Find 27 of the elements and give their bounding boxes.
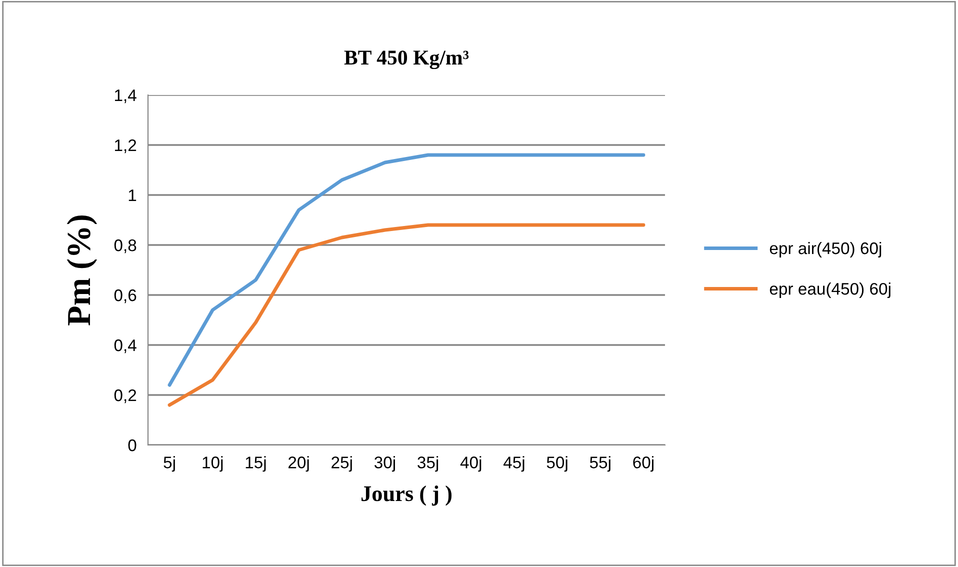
y-tick-label: 1,2 [114,139,136,154]
y-tick-label: 0,2 [114,389,136,404]
y-tick-label: 0 [128,439,136,452]
chart-title: BT 450 Kg/m³ [344,50,469,70]
y-tick-label: 0,6 [114,289,136,304]
x-tick-label: 5j [164,456,175,472]
x-tick-label: 30j [374,456,395,472]
legend-label: epr air(450) 60j [770,242,882,258]
x-tick-label: 60j [633,456,654,472]
y-axis-title: Pm (%) [66,215,98,326]
y-tick-label: 0,4 [114,339,136,354]
x-axis-title: Jours ( j ) [362,486,452,506]
x-tick-label: 15j [246,456,266,472]
x-tick-label: 35j [418,456,438,472]
x-tick-label: 40j [460,456,482,472]
y-tick-label: 0,8 [114,239,136,254]
line-series [168,223,646,407]
y-tick-label: 1,4 [114,90,136,104]
legend-label: epr eau(450) 60j [770,282,890,298]
x-tick-label: 20j [288,456,309,472]
x-tick-label: 25j [332,456,352,472]
x-tick-label: 50j [546,456,568,472]
x-tick-label: 10j [202,456,223,472]
y-tick-label: 1 [128,190,136,202]
line-series [168,153,646,387]
x-tick-label: 55j [590,456,610,472]
x-tick-label: 45j [503,456,524,472]
